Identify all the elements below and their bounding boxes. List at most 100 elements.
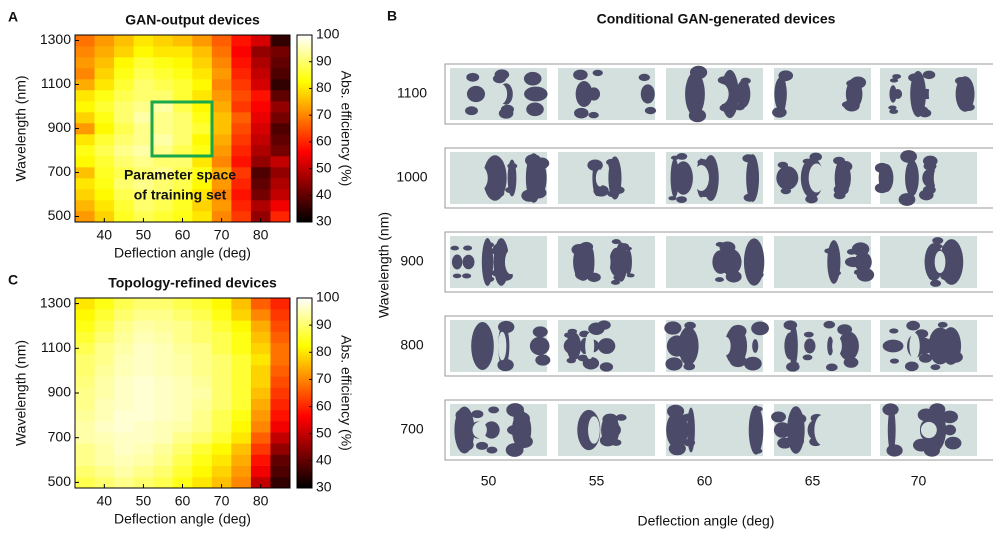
heatmap-cell — [192, 134, 213, 146]
heatmap-cell — [172, 134, 193, 146]
heatmap-cell — [94, 376, 115, 388]
heatmap-cell — [133, 353, 154, 366]
colorbar-tick-label: 100 — [316, 26, 340, 42]
device-hole — [493, 83, 508, 105]
heatmap-cell — [94, 387, 115, 399]
heatmap-cell — [75, 68, 95, 80]
device-feature — [463, 245, 473, 251]
heatmap-cell — [114, 331, 134, 344]
device-feature — [494, 69, 510, 80]
device-feature — [610, 439, 622, 446]
heatmap-cell — [250, 398, 271, 411]
heatmap-cell — [94, 443, 115, 455]
heatmap-cell — [192, 211, 213, 223]
heatmap-cell — [75, 387, 95, 399]
device-image — [450, 320, 551, 372]
heatmap-cell — [114, 298, 134, 310]
device-feature — [676, 196, 687, 203]
column-label: 65 — [805, 473, 821, 489]
device-feature — [575, 80, 593, 108]
heatmap-cell — [114, 443, 134, 455]
heatmap-cell — [192, 353, 213, 366]
device-feature — [837, 324, 853, 335]
device-image — [558, 320, 655, 372]
x-tick-label: 70 — [214, 227, 230, 243]
device-feature — [827, 240, 841, 284]
device-feature — [623, 246, 632, 251]
heatmap-cell — [192, 167, 213, 179]
heatmap-cell — [270, 134, 291, 146]
device-feature — [603, 413, 615, 421]
heatmap-cell — [270, 309, 291, 321]
row-label: 1100 — [397, 85, 427, 101]
heatmap-cell — [153, 134, 174, 146]
heatmap-cell — [250, 200, 271, 212]
heatmap-cell — [192, 298, 213, 310]
heatmap-cell — [211, 454, 232, 466]
device-feature — [529, 336, 550, 356]
colorbar-tick-label: 50 — [316, 424, 332, 440]
heatmap-cell — [133, 443, 154, 455]
x-tick-label: 50 — [136, 493, 152, 509]
device-feature — [626, 273, 635, 278]
device-feature — [712, 250, 730, 274]
heatmap-cell — [270, 465, 291, 478]
heatmap-cell — [250, 443, 271, 455]
heatmap-cell — [192, 178, 213, 190]
heatmap-cell — [211, 420, 232, 433]
heatmap-cell — [133, 200, 154, 212]
heatmap-cell — [192, 309, 213, 321]
device-feature — [582, 357, 600, 370]
device-feature — [747, 245, 759, 253]
device-feature — [564, 332, 574, 338]
heatmap-cell — [250, 211, 271, 223]
x-tick-label: 50 — [136, 227, 152, 243]
heatmap-cell — [75, 112, 95, 124]
column-label: 55 — [589, 473, 605, 489]
device-feature — [526, 102, 544, 117]
heatmap-cell — [94, 476, 115, 489]
heatmap-cell — [231, 79, 252, 91]
heatmap-cell — [75, 409, 95, 422]
device-feature — [516, 435, 533, 448]
device-feature — [772, 107, 787, 118]
device-feature — [887, 406, 896, 454]
heatmap-cell — [114, 211, 134, 223]
colorbar-tick-label: 50 — [316, 159, 332, 175]
device-feature — [682, 413, 694, 422]
heatmap-cell — [153, 123, 174, 135]
device-feature — [928, 327, 952, 365]
heatmap-cell — [172, 309, 193, 321]
device-feature — [752, 339, 759, 353]
heatmap-cell — [94, 365, 115, 377]
device-image — [771, 404, 871, 456]
heatmap-cell — [75, 178, 95, 190]
device-hole — [920, 421, 937, 439]
heatmap-cell — [270, 35, 291, 47]
device-feature — [889, 109, 899, 114]
heatmap-cell — [211, 320, 232, 332]
heatmap-cell — [211, 376, 232, 388]
device-feature — [915, 106, 929, 115]
heatmap-cell — [153, 35, 174, 47]
heatmap-cell — [75, 35, 95, 47]
device-hole — [472, 421, 487, 439]
heatmap-cell — [250, 432, 271, 444]
heatmap-cell — [192, 123, 213, 135]
heatmap-cell — [153, 167, 174, 179]
heatmap-cell — [172, 465, 193, 478]
heatmap-cell — [75, 465, 95, 478]
heatmap-cell — [172, 320, 193, 332]
y-axis-label: Wavelength (nm) — [13, 340, 29, 446]
heatmap-cell — [133, 387, 154, 399]
heatmap-cell — [94, 35, 115, 47]
heatmap-cell — [192, 398, 213, 411]
heatmap-cell — [75, 309, 95, 321]
colorbar-tick-label: 60 — [316, 133, 332, 149]
y-axis-label: Wavelength (nm) — [376, 212, 392, 318]
heatmap-cell — [231, 101, 252, 113]
heatmap-cell — [75, 443, 95, 455]
x-tick-label: 40 — [97, 227, 113, 243]
device-feature — [597, 338, 616, 354]
device-image — [774, 236, 875, 288]
